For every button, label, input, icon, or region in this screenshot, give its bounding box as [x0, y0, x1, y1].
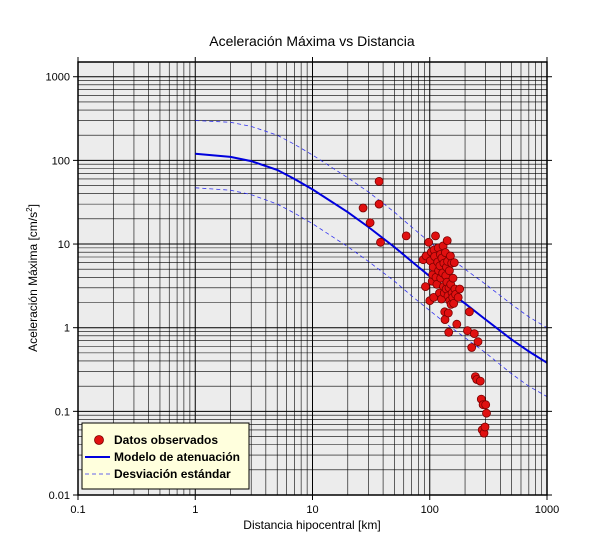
y-axis-label-superscript: 2: [25, 207, 34, 212]
data-point: [448, 273, 458, 283]
data-point: [401, 231, 411, 241]
data-point: [467, 343, 477, 352]
std-upper-curve: [195, 120, 548, 329]
y-axis-label-main: Aceleración Máxima [cm/s: [26, 212, 40, 352]
data-point: [376, 237, 385, 247]
data-point: [431, 231, 440, 241]
y-axis-label-end: ]: [26, 204, 40, 207]
data-point: [449, 258, 459, 268]
data-point: [424, 237, 434, 247]
data-point: [453, 292, 463, 302]
y-tick-label: 0.01: [49, 490, 70, 502]
y-tick-label: 10: [58, 239, 70, 251]
data-point: [374, 176, 384, 186]
y-tick-label: 0.1: [55, 406, 70, 418]
data-point: [449, 298, 459, 308]
attenuation-model-line: [195, 152, 548, 364]
data-point: [473, 337, 483, 347]
y-tick-label: 100: [52, 155, 70, 167]
model-curve: [195, 152, 548, 364]
data-point: [374, 199, 384, 209]
data-point: [443, 308, 453, 318]
data-point: [475, 376, 485, 386]
data-point: [421, 282, 430, 292]
legend-marker-observed: [94, 435, 104, 445]
x-axis-label: Distancia hipocentral [km]: [243, 518, 380, 532]
data-point: [358, 203, 368, 213]
x-tick-label: 1: [192, 504, 198, 516]
x-tick-label: 100: [421, 504, 439, 516]
y-tick-label: 1000: [46, 72, 70, 84]
legend: Datos observados Modelo de atenuación De…: [81, 422, 250, 490]
std-lower-curve: [195, 187, 548, 397]
chart-title: Aceleración Máxima vs Distancia: [209, 33, 415, 49]
data-point: [482, 408, 491, 418]
legend-label-observed: Datos observados: [114, 433, 218, 447]
std-deviation-lines: [195, 120, 548, 397]
observed-points: [358, 176, 491, 438]
data-point: [444, 266, 454, 276]
data-point: [442, 236, 452, 246]
data-point: [469, 329, 479, 339]
data-point: [464, 307, 474, 317]
grid-lines: [77, 62, 547, 496]
y-tick-label: 1: [64, 323, 70, 335]
data-point: [365, 218, 375, 228]
data-point: [455, 284, 465, 294]
legend-label-model: Modelo de atenuación: [114, 450, 240, 464]
data-point: [480, 422, 490, 432]
x-tick-label: 10: [306, 504, 318, 516]
x-tick-label: 0.1: [70, 504, 85, 516]
data-point: [452, 319, 462, 329]
y-axis-label: Aceleración Máxima [cm/s2]: [25, 204, 40, 352]
x-tick-label: 1000: [535, 504, 559, 516]
data-point: [444, 327, 454, 337]
data-point: [481, 400, 491, 410]
legend-label-std: Desviación estándar: [114, 467, 231, 481]
